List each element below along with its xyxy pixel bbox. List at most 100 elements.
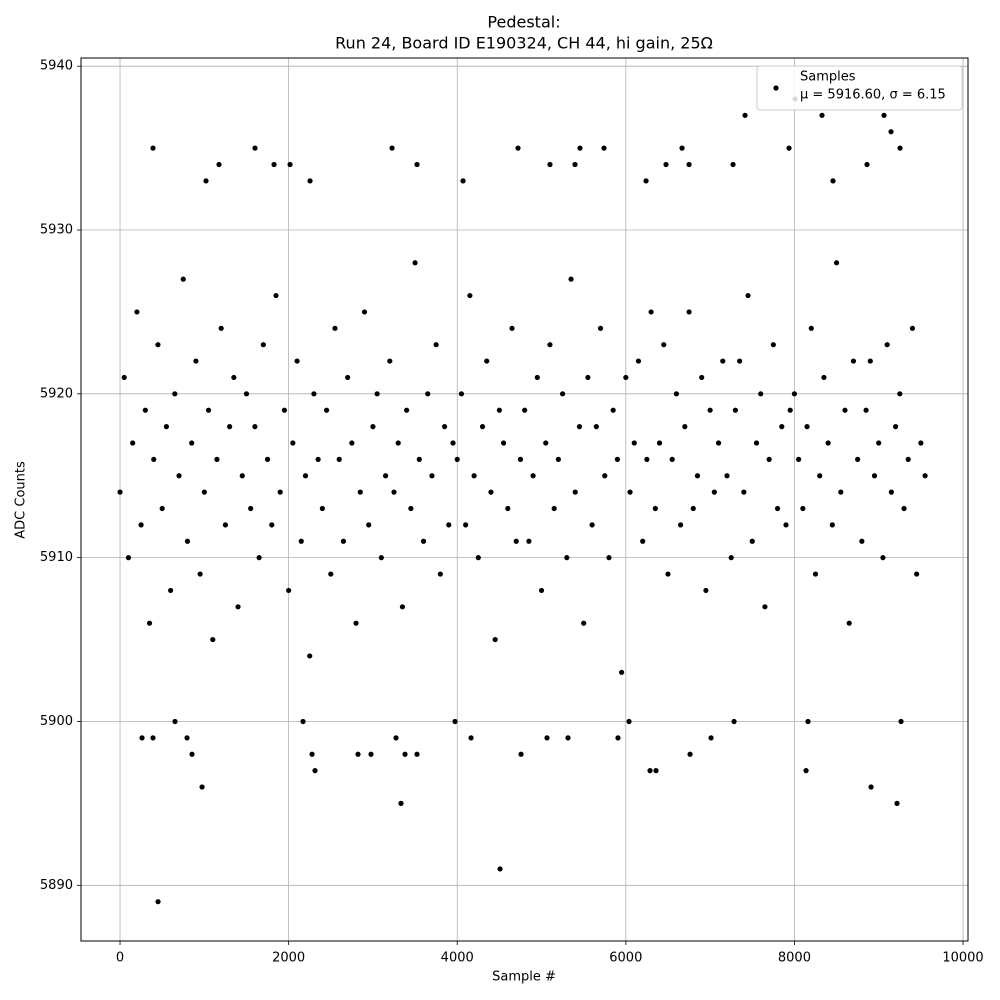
point	[783, 522, 789, 528]
point	[830, 178, 836, 184]
point	[286, 587, 292, 594]
point	[138, 522, 144, 528]
point	[888, 489, 894, 495]
point	[387, 358, 393, 364]
point	[850, 358, 857, 364]
y-axis-label: ADC Counts	[14, 461, 29, 539]
point	[414, 161, 420, 168]
point	[538, 587, 545, 594]
point	[355, 751, 361, 757]
point	[694, 473, 701, 479]
point	[679, 145, 685, 151]
point	[568, 276, 574, 282]
point	[656, 440, 663, 446]
point	[349, 440, 355, 446]
point	[749, 538, 755, 544]
point	[631, 440, 637, 446]
point	[880, 555, 886, 561]
y-tick-label: 5940	[40, 59, 73, 74]
point	[189, 751, 195, 757]
point	[222, 522, 229, 528]
point	[581, 620, 587, 626]
point	[446, 522, 452, 528]
point	[458, 391, 465, 397]
point	[565, 735, 571, 741]
point	[615, 735, 621, 741]
point	[597, 325, 604, 331]
point	[614, 456, 620, 462]
point	[796, 456, 802, 462]
point	[897, 145, 903, 151]
point	[125, 555, 132, 561]
point	[471, 473, 477, 479]
point	[779, 423, 785, 430]
point	[817, 473, 823, 479]
point	[898, 718, 904, 725]
point	[150, 145, 156, 151]
point	[231, 374, 237, 381]
point	[134, 309, 140, 315]
point	[294, 358, 300, 364]
point	[389, 145, 395, 151]
point	[653, 768, 659, 774]
point	[901, 505, 907, 512]
point	[715, 440, 722, 446]
point	[345, 374, 351, 381]
point	[699, 374, 705, 381]
point	[526, 538, 532, 544]
point	[871, 473, 878, 479]
point	[661, 342, 667, 348]
point	[737, 358, 743, 364]
point	[176, 473, 182, 479]
point	[172, 391, 178, 397]
point	[730, 161, 736, 168]
point	[277, 489, 283, 495]
point	[437, 571, 443, 577]
point	[420, 538, 427, 544]
point	[315, 456, 321, 462]
plot-frame	[80, 57, 969, 942]
point	[812, 571, 819, 577]
point	[484, 358, 490, 364]
point	[130, 440, 136, 446]
point	[585, 374, 591, 381]
point	[918, 440, 924, 446]
point	[640, 538, 646, 544]
point	[404, 407, 410, 413]
point	[864, 161, 870, 168]
point	[803, 768, 809, 774]
point	[452, 718, 458, 725]
point	[648, 309, 654, 315]
point	[150, 735, 156, 741]
point	[193, 358, 199, 364]
point	[366, 522, 372, 528]
point	[290, 440, 296, 446]
point	[378, 555, 384, 561]
point	[463, 522, 469, 528]
point	[467, 292, 473, 299]
point	[323, 407, 330, 413]
point	[804, 423, 810, 430]
point	[867, 358, 873, 364]
point	[589, 522, 595, 528]
point	[117, 489, 123, 495]
point	[758, 391, 764, 397]
point	[626, 718, 632, 725]
point	[309, 751, 315, 757]
point	[892, 423, 899, 430]
legend: Samples μ = 5916.60, σ = 6.15	[756, 65, 963, 111]
point	[786, 145, 792, 151]
point	[287, 161, 293, 168]
point	[496, 407, 502, 413]
point	[682, 423, 688, 430]
point	[210, 636, 216, 643]
point	[155, 899, 161, 905]
x-tick-label: 2000	[272, 951, 305, 966]
point	[492, 636, 498, 643]
points	[117, 96, 928, 905]
point	[707, 407, 713, 413]
point	[509, 325, 515, 331]
point	[260, 342, 266, 348]
point	[753, 440, 760, 446]
point	[239, 473, 245, 479]
